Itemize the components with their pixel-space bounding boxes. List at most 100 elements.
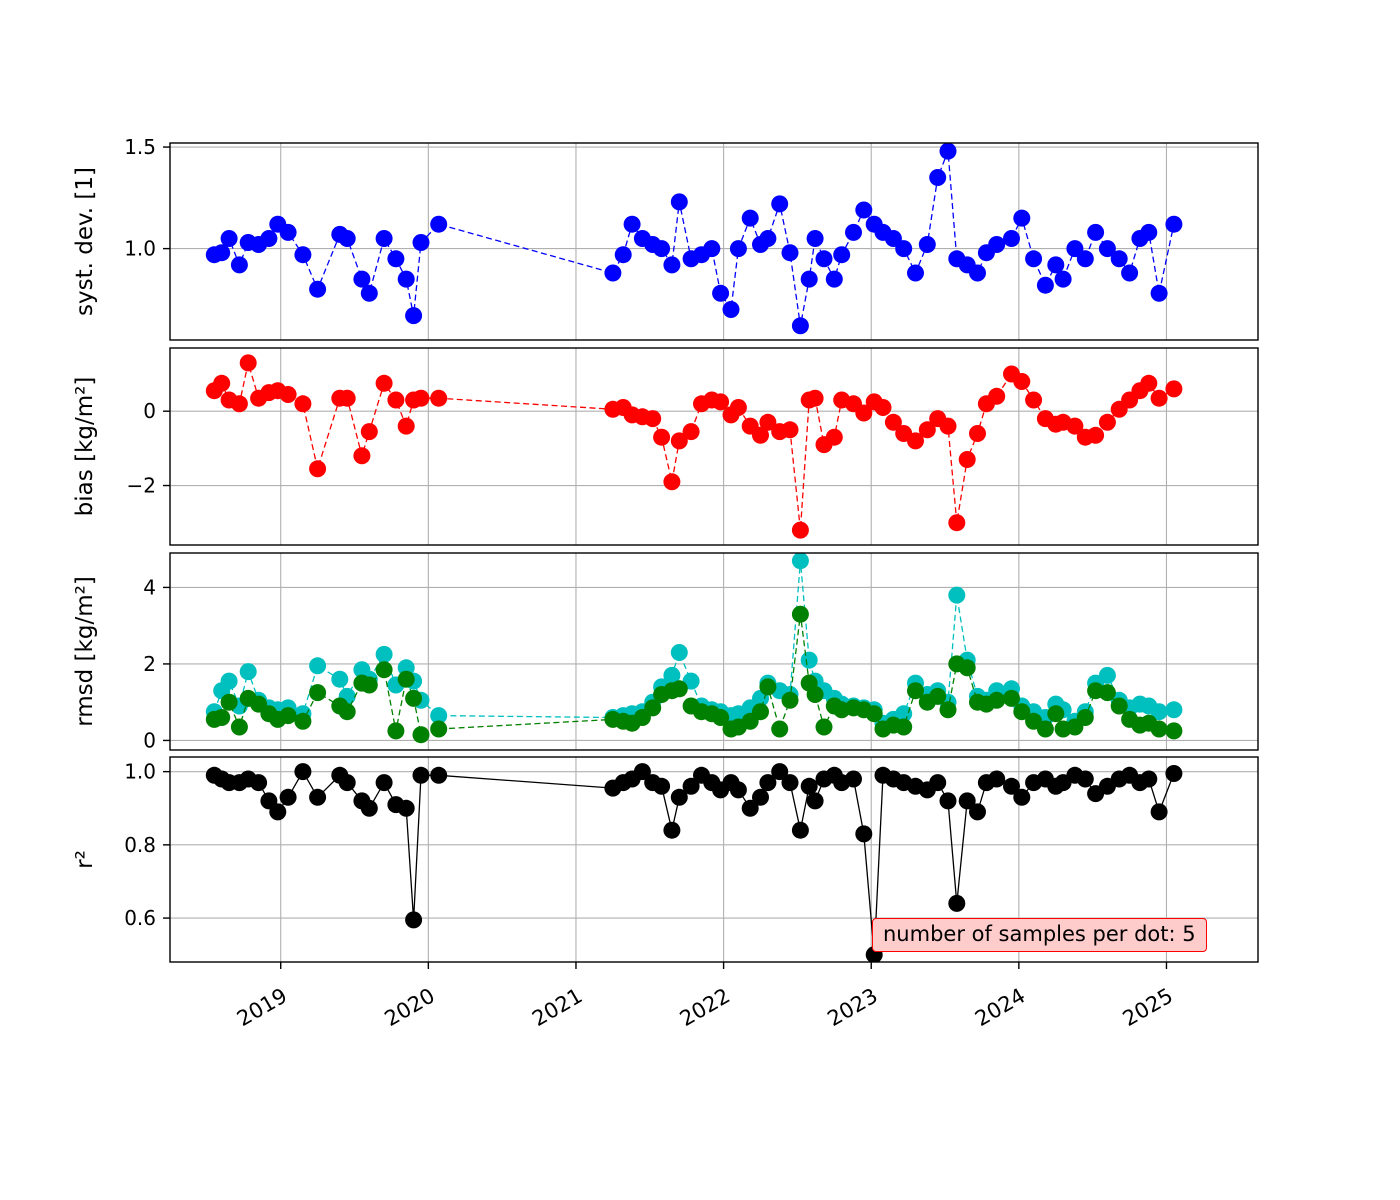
data-point — [806, 389, 824, 407]
data-point — [360, 676, 378, 694]
data-point — [712, 709, 730, 726]
data-point — [806, 686, 824, 703]
series-layer — [205, 763, 1183, 962]
data-point — [855, 404, 873, 422]
data-point — [663, 666, 681, 684]
data-point — [929, 774, 947, 792]
panel-syst-dev: 1.0 1.5 syst. dev. [1] — [72, 135, 1259, 341]
y-axis-label-r2: r² — [72, 850, 98, 869]
data-point — [430, 766, 448, 784]
data-point — [213, 244, 231, 262]
data-point — [405, 689, 423, 707]
x-tick-label: 2022 — [676, 984, 734, 1032]
data-point — [939, 701, 957, 719]
series-layer — [205, 354, 1183, 539]
data-point — [1140, 770, 1158, 788]
data-point — [929, 169, 947, 186]
data-point — [623, 215, 641, 233]
data-point — [633, 763, 651, 781]
data-point — [309, 788, 327, 806]
data-point — [703, 240, 721, 258]
data-point — [213, 374, 231, 392]
data-point — [741, 799, 759, 817]
data-point — [1013, 703, 1031, 721]
data-point — [430, 707, 448, 725]
data-point — [771, 763, 789, 781]
data-point — [331, 670, 349, 688]
data-point — [604, 264, 622, 282]
data-point — [412, 234, 430, 251]
data-point — [269, 803, 287, 821]
data-point — [759, 774, 777, 792]
data-point — [988, 770, 1006, 788]
data-point — [781, 774, 799, 792]
data-point — [1165, 765, 1183, 782]
data-point — [412, 766, 430, 784]
data-point — [845, 770, 862, 788]
data-point — [1003, 689, 1020, 707]
data-point — [338, 389, 356, 407]
y-tick-label: 4 — [143, 575, 156, 599]
data-point — [948, 586, 966, 604]
data-point — [430, 215, 448, 233]
data-point — [220, 693, 238, 711]
data-point — [800, 270, 818, 288]
series-dots-1 — [205, 605, 1183, 744]
data-point — [430, 389, 448, 407]
data-point — [653, 428, 671, 446]
data-point — [220, 672, 238, 690]
data-point — [1150, 284, 1168, 302]
data-point — [360, 423, 378, 441]
data-point — [1076, 770, 1094, 788]
data-point — [865, 705, 883, 723]
data-point — [309, 460, 327, 478]
data-point — [752, 788, 769, 806]
series-dots-0 — [205, 763, 1183, 962]
data-point — [260, 230, 278, 247]
data-point — [1150, 703, 1168, 721]
data-point — [360, 799, 378, 817]
data-point — [375, 374, 393, 392]
gridlines — [170, 348, 1258, 545]
data-point — [1003, 230, 1020, 247]
data-point — [1140, 374, 1158, 392]
series-line-0 — [213, 362, 1175, 531]
samples-annotation: number of samples per dot: 5 — [872, 918, 1207, 952]
data-point — [1098, 413, 1116, 431]
data-point — [800, 651, 818, 669]
x-tick-label: 2023 — [823, 984, 881, 1032]
data-point — [353, 447, 371, 465]
data-point — [1036, 720, 1054, 738]
data-point — [781, 244, 799, 262]
y-tick-label: 1.0 — [124, 760, 156, 784]
data-point — [387, 391, 405, 409]
data-point — [791, 521, 809, 539]
data-point — [771, 195, 789, 213]
data-point — [752, 703, 769, 721]
data-point — [1003, 777, 1020, 795]
data-point — [360, 284, 378, 302]
data-point — [988, 236, 1006, 253]
data-point — [825, 270, 843, 288]
data-point — [815, 250, 833, 268]
data-point — [929, 687, 947, 705]
data-point — [663, 473, 681, 491]
y-tick-label: 0 — [143, 399, 156, 423]
data-point — [670, 788, 688, 806]
data-point — [309, 657, 327, 675]
data-point — [670, 432, 688, 450]
axes-spines — [169, 552, 1259, 751]
data-point — [1150, 803, 1168, 821]
data-point — [397, 670, 415, 688]
data-point — [988, 691, 1006, 709]
data-point — [884, 413, 902, 431]
data-point — [1087, 426, 1105, 444]
data-point — [907, 432, 924, 450]
data-point — [939, 417, 957, 435]
data-point — [1098, 684, 1116, 702]
data-point — [771, 720, 789, 738]
data-point — [1054, 270, 1072, 288]
x-tick-label: 2019 — [233, 984, 291, 1032]
data-point — [1110, 250, 1128, 268]
